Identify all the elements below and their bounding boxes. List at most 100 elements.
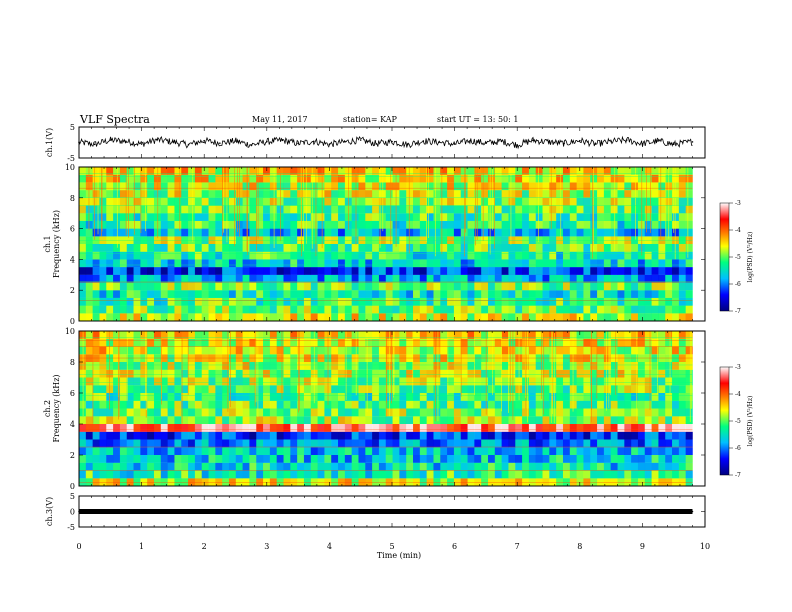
spectrogram-texture — [174, 385, 182, 393]
spectrogram-texture — [92, 228, 100, 237]
spectrogram-texture — [678, 174, 686, 183]
spectrogram-texture — [419, 346, 427, 355]
spectrogram-texture — [222, 282, 230, 291]
spectrogram-texture — [126, 174, 134, 183]
spectrogram-texture — [651, 197, 659, 206]
spectrogram-texture — [515, 313, 523, 321]
spectrogram-texture — [235, 400, 243, 409]
spectrogram-texture — [331, 167, 339, 175]
spectrogram-texture — [201, 408, 209, 417]
spectrogram-texture — [392, 282, 400, 291]
spectrogram-texture — [528, 462, 537, 471]
spectrogram-texture — [665, 297, 673, 306]
spectrogram-texture — [106, 290, 114, 298]
spectrogram-texture — [119, 290, 128, 298]
spectrogram-texture — [194, 338, 202, 347]
spectrogram-texture — [92, 478, 100, 486]
spectrogram-texture — [215, 338, 223, 347]
spectrogram-texture — [235, 259, 243, 268]
spectrogram-texture — [508, 369, 516, 378]
spectrogram-texture — [631, 313, 639, 321]
spectrogram-texture — [597, 282, 605, 291]
spectrogram-texture — [426, 251, 434, 260]
spectrogram-texture — [644, 274, 652, 283]
spectrogram-texture — [297, 478, 305, 486]
spectrogram-texture — [263, 393, 271, 401]
spectrogram-texture — [85, 167, 93, 175]
spectrogram-texture — [174, 205, 182, 214]
spectrogram-texture — [283, 362, 291, 370]
spectrogram-texture — [576, 416, 584, 424]
spectrogram-texture — [106, 338, 114, 347]
spectrogram-texture — [140, 282, 148, 291]
spectrogram-texture — [583, 338, 591, 347]
spectrogram-texture — [597, 447, 605, 455]
spectrogram-texture — [208, 213, 216, 221]
spectrogram-texture — [140, 424, 148, 432]
spectrogram-texture — [208, 462, 216, 471]
spectrogram-texture — [283, 182, 291, 191]
spectrogram-texture — [672, 274, 680, 283]
spectrogram-texture — [188, 439, 196, 448]
spectrogram-texture — [610, 331, 618, 339]
spectrogram-texture — [310, 447, 318, 455]
spectrogram-texture — [658, 338, 666, 347]
spectrogram-texture — [242, 400, 250, 409]
spectrogram-texture — [440, 439, 448, 448]
spectrogram-texture — [678, 408, 686, 417]
spectrogram-texture — [637, 416, 646, 424]
spectrogram-texture — [644, 439, 652, 448]
spectrogram-texture — [194, 331, 202, 339]
spectrogram-texture — [310, 220, 318, 229]
spectrogram-texture — [126, 385, 134, 393]
spectrogram-texture — [92, 167, 100, 175]
spectrogram-texture — [556, 313, 564, 321]
spectrogram-texture — [181, 393, 189, 401]
spectrogram-texture — [385, 267, 393, 275]
spectrogram-texture — [222, 439, 230, 448]
spectrogram-texture — [378, 331, 387, 339]
spectrogram-texture — [385, 470, 393, 479]
spectrogram-texture — [92, 205, 100, 214]
spectrogram-texture — [181, 331, 189, 339]
spectrogram-texture — [535, 282, 543, 291]
spectrogram-texture — [447, 455, 455, 463]
spectrogram-texture — [222, 408, 230, 417]
spectrogram-texture — [119, 167, 128, 175]
spectrogram-texture — [624, 274, 632, 283]
x-tick-label: 7 — [515, 542, 520, 551]
spectrogram-texture — [208, 190, 216, 198]
spectrogram-texture — [481, 455, 489, 463]
spectrogram-texture — [106, 408, 114, 417]
spectrogram-texture — [385, 393, 393, 401]
spectrogram-texture — [365, 346, 373, 355]
spectrogram-texture — [576, 400, 584, 409]
spectrogram-texture — [235, 362, 243, 370]
spectrogram-texture — [290, 369, 298, 378]
spectrogram-texture — [392, 331, 400, 339]
spectrogram-texture — [474, 431, 482, 440]
spectrogram-texture — [631, 290, 639, 298]
spectrogram-texture — [79, 282, 87, 291]
spectrogram-texture — [508, 267, 516, 275]
spectrogram-texture — [290, 282, 298, 291]
spectrogram-texture — [542, 297, 550, 306]
spectrogram-texture — [181, 338, 189, 347]
spectrogram-texture — [276, 182, 284, 191]
x-tick-label: 3 — [264, 542, 269, 551]
spectrogram-texture — [685, 455, 693, 463]
spectrogram-texture — [460, 282, 468, 291]
spectrogram-texture — [392, 431, 400, 440]
spectrogram-texture — [303, 408, 312, 417]
spectrogram-texture — [215, 431, 223, 440]
spectrogram-texture — [426, 462, 434, 471]
waveform-point — [657, 140, 659, 142]
spectrogram-texture — [406, 167, 414, 175]
spectrogram-texture — [256, 282, 264, 291]
spectrogram-texture — [256, 167, 264, 175]
spectrogram-texture — [453, 393, 462, 401]
spectrogram-texture — [153, 424, 162, 432]
spectrogram-texture — [235, 377, 243, 386]
spectrogram-texture — [535, 228, 543, 237]
spectrogram-texture — [174, 362, 182, 370]
